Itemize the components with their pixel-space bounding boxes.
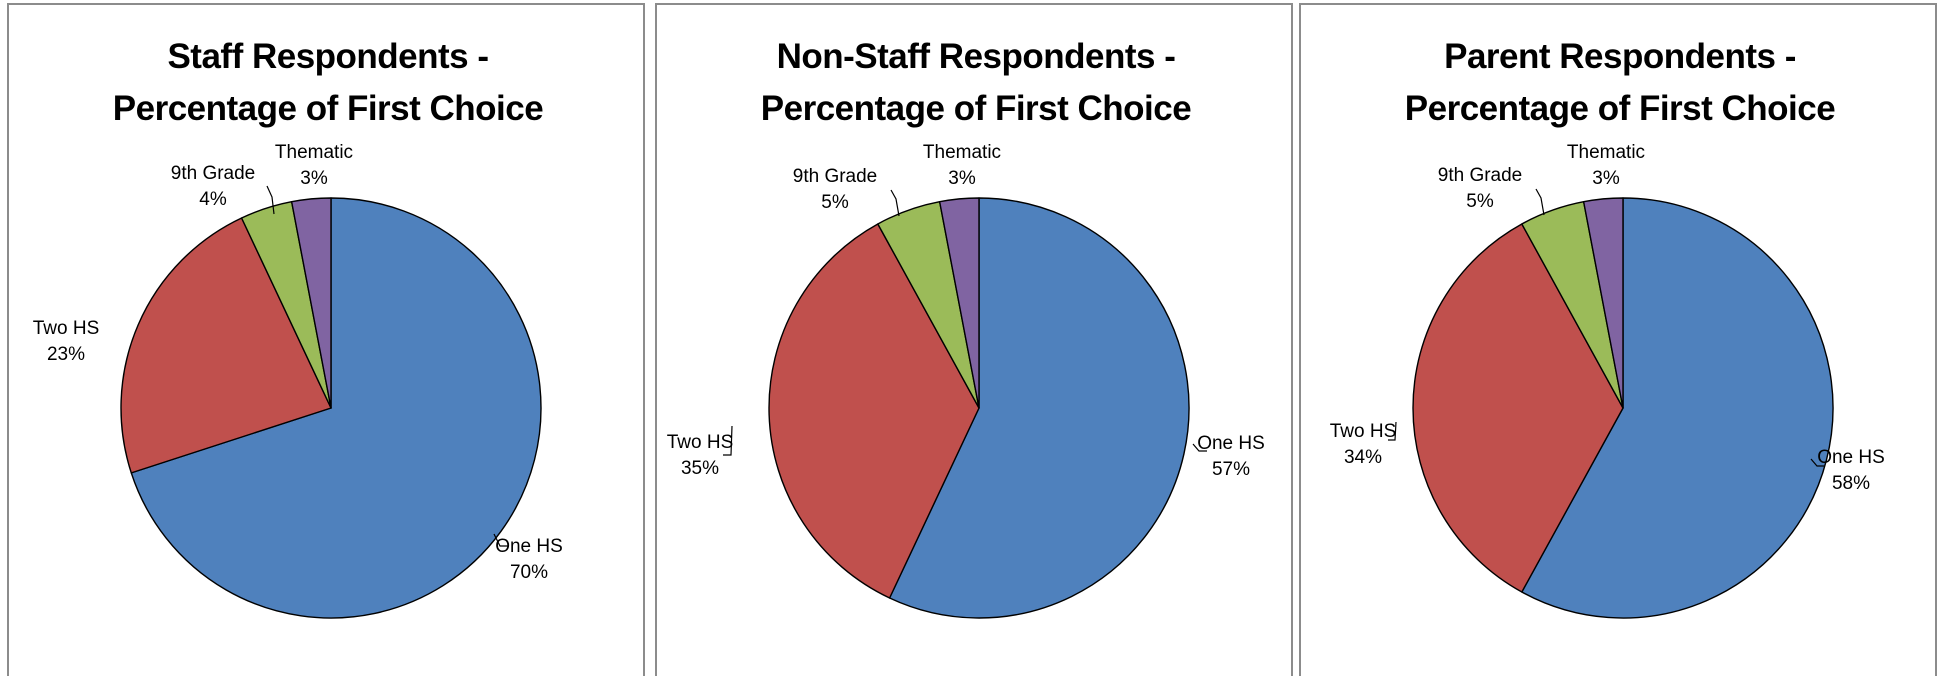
- slice-value-two-hs: 23%: [47, 344, 85, 365]
- pie-slice-thematic: [1582, 197, 1624, 409]
- pie-slice-thematic: [290, 197, 332, 409]
- slice-label-one-hs: One HS: [1197, 433, 1265, 454]
- pie-slice-one-hs: [888, 197, 1190, 619]
- pie-slice-thematic: [938, 197, 980, 409]
- leader-line-two-hs: [1388, 421, 1397, 441]
- slice-label-two-hs: Two HS: [33, 318, 100, 339]
- slice-label-one-hs: One HS: [495, 536, 563, 557]
- pie-slice-two-hs: [120, 217, 332, 474]
- slice-label-thematic: Thematic: [923, 142, 1001, 163]
- leader-line-one-hs: [1810, 458, 1824, 467]
- chart-title-line-2: Percentage of First Choice: [113, 89, 543, 128]
- slice-label-thematic: Thematic: [275, 142, 353, 163]
- leader-line-one-hs: [1192, 443, 1207, 452]
- chart-title-line-1: Parent Respondents -: [1444, 37, 1796, 76]
- pie-slice-one-hs: [130, 197, 542, 619]
- slice-value-one-hs: 58%: [1832, 473, 1870, 494]
- slice-label-two-hs: Two HS: [1330, 421, 1397, 442]
- pie-slice-two-hs: [768, 223, 980, 599]
- slice-value-one-hs: 70%: [510, 562, 548, 583]
- leader-line-9th-grade: [1535, 188, 1545, 216]
- slice-label-9th-grade: 9th Grade: [793, 166, 878, 187]
- slice-value-9th-grade: 5%: [821, 192, 849, 213]
- chart-title-line-2: Percentage of First Choice: [1405, 89, 1835, 128]
- pie-slice-two-hs: [1412, 223, 1624, 593]
- slice-value-two-hs: 35%: [681, 458, 719, 479]
- pie-chart-staff: Staff Respondents - Percentage of First C…: [7, 3, 645, 676]
- chart-frame: [655, 3, 1293, 676]
- slice-label-9th-grade: 9th Grade: [171, 163, 256, 184]
- slice-value-two-hs: 34%: [1344, 447, 1382, 468]
- slice-value-9th-grade: 5%: [1466, 191, 1494, 212]
- slice-value-thematic: 3%: [300, 168, 328, 189]
- slice-value-thematic: 3%: [948, 168, 976, 189]
- pie-chart-parent: Parent Respondents - Percentage of First …: [1299, 3, 1937, 676]
- slice-label-thematic: Thematic: [1567, 142, 1645, 163]
- slice-value-thematic: 3%: [1592, 168, 1620, 189]
- chart-frame: [7, 3, 645, 676]
- leader-line-two-hs: [723, 425, 733, 456]
- chart-title-line-1: Staff Respondents -: [167, 37, 488, 76]
- slice-label-two-hs: Two HS: [667, 432, 734, 453]
- chart-frame: [1299, 3, 1937, 676]
- chart-title-line-1: Non-Staff Respondents -: [777, 37, 1176, 76]
- pie-slice-one-hs: [1521, 197, 1834, 619]
- leader-line-9th-grade: [890, 189, 900, 217]
- slice-label-9th-grade: 9th Grade: [1438, 165, 1523, 186]
- slice-value-9th-grade: 4%: [199, 189, 227, 210]
- slice-value-one-hs: 57%: [1212, 459, 1250, 480]
- leader-line-one-hs: [493, 533, 509, 547]
- chart-title-line-2: Percentage of First Choice: [761, 89, 1191, 128]
- leader-line-9th-grade: [266, 185, 275, 215]
- slice-label-one-hs: One HS: [1817, 447, 1885, 468]
- pie-chart-non-staff: Non-Staff Respondents - Percentage of Fir…: [655, 3, 1293, 676]
